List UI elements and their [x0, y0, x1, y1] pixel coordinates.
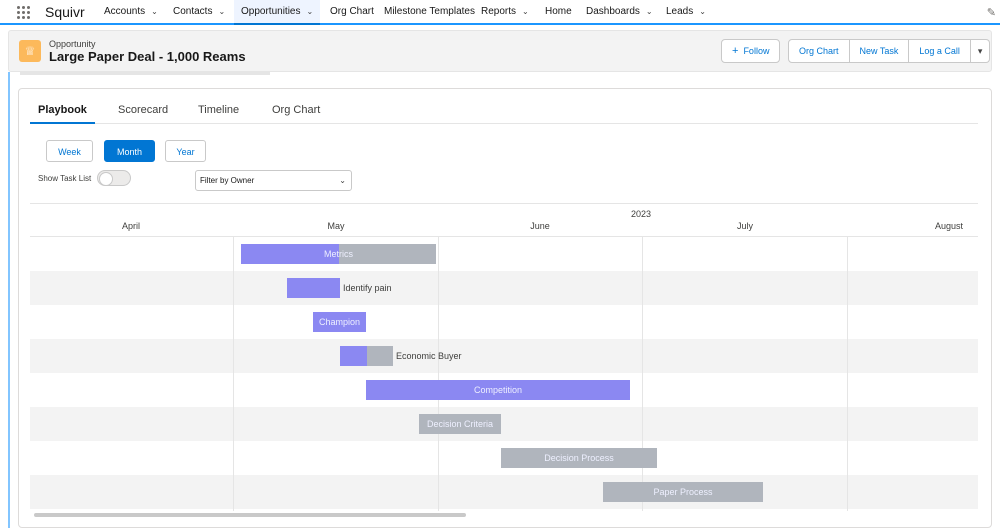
task-progress-fill [241, 244, 339, 264]
object-type-label: Opportunity [49, 39, 96, 49]
gantt-row [30, 237, 978, 271]
record-name: Large Paper Deal - 1,000 Reams [49, 49, 246, 64]
nav-item-label: Leads [666, 6, 694, 17]
month-gridline [438, 237, 439, 511]
nav-item-label: Opportunities [241, 6, 301, 17]
toggle-knob [99, 172, 113, 186]
month-label-april: April [121, 221, 141, 231]
task-label: Identify pain [343, 283, 392, 293]
app-launcher-icon[interactable] [16, 5, 30, 19]
task-progress-fill [287, 278, 340, 298]
nav-item-milestone-templates[interactable]: Milestone Templates [384, 0, 475, 23]
filter-by-owner-select[interactable]: Filter by Owner ⌄ [195, 170, 352, 191]
month-gridline [233, 237, 234, 511]
left-accent-rail [8, 72, 10, 528]
chevron-down-icon[interactable]: ⌄ [218, 7, 226, 16]
show-task-list-toggle[interactable] [97, 170, 131, 186]
view-year-button[interactable]: Year [165, 140, 206, 162]
gantt-row [30, 271, 978, 305]
year-label: 2023 [631, 209, 652, 219]
crown-icon: ♕ [19, 40, 41, 62]
task-bar-competition[interactable]: Competition [366, 380, 630, 400]
task-progress-fill [366, 380, 630, 400]
task-label: Decision Process [544, 453, 614, 463]
nav-item-reports[interactable]: Reports ⌄ [481, 0, 529, 23]
chevron-down-icon[interactable]: ⌄ [699, 7, 706, 16]
gantt-row [30, 475, 978, 509]
task-bar-identify-pain[interactable]: Identify pain [287, 278, 392, 298]
month-label-august: August [934, 221, 964, 231]
app-name: Squivr [45, 4, 85, 20]
nav-item-contacts[interactable]: Contacts ⌄ [173, 0, 225, 23]
chevron-down-icon[interactable]: ⌄ [645, 7, 653, 16]
gantt-row [30, 339, 978, 373]
nav-item-label: Contacts [173, 6, 213, 17]
task-label: Economic Buyer [396, 351, 462, 361]
global-nav-bar: Squivr Accounts ⌄ Contacts ⌄ Opportunities… [0, 0, 1000, 25]
nav-item-dashboards[interactable]: Dashboards ⌄ [586, 0, 653, 23]
gantt-row [30, 407, 978, 441]
task-label: Champion [318, 317, 361, 327]
scrolled-tab-strip [20, 72, 270, 75]
chevron-down-icon[interactable]: ⌄ [306, 7, 314, 16]
nav-item-label: Milestone Templates [384, 6, 475, 17]
edit-nav-pencil-icon[interactable]: ✎ [986, 7, 996, 19]
more-actions-dropdown[interactable]: ▾ [970, 39, 991, 63]
task-progress-fill [313, 312, 366, 332]
gantt-chart: 2023 April May June July August Metrics … [30, 203, 978, 511]
nav-item-org-chart[interactable]: Org Chart [330, 0, 374, 23]
plus-icon: + [732, 45, 739, 57]
gantt-row [30, 305, 978, 339]
gantt-top-border [30, 203, 978, 204]
chevron-down-icon[interactable]: ⌄ [151, 7, 158, 16]
month-label-july: July [736, 221, 754, 231]
month-gridline [642, 237, 643, 511]
nav-item-home[interactable]: Home [545, 0, 572, 23]
horizontal-scrollbar[interactable] [34, 513, 466, 517]
task-label: Paper Process [653, 487, 713, 497]
task-label: Decision Criteria [426, 419, 494, 429]
month-gridline [847, 237, 848, 511]
tab-bar-divider [30, 123, 978, 124]
month-label-june: June [530, 221, 550, 231]
tab-org-chart[interactable]: Org Chart [272, 104, 321, 116]
nav-item-label: Reports [481, 6, 517, 17]
new-task-button[interactable]: New Task [849, 39, 910, 63]
task-progress-fill [340, 346, 367, 366]
tab-scorecard[interactable]: Scorecard [118, 104, 169, 116]
follow-label: Follow [743, 46, 770, 56]
log-a-call-button[interactable]: Log a Call [909, 39, 971, 63]
task-label: Competition [473, 385, 523, 395]
month-label-may: May [327, 221, 345, 231]
caret-down-icon: ▾ [977, 46, 983, 56]
task-bar-decision-process[interactable]: Decision Process [501, 448, 657, 468]
chevron-down-icon[interactable]: ⌄ [522, 7, 529, 16]
show-task-list-label: Show Task List [38, 174, 92, 183]
filter-value: Filter by Owner [200, 176, 255, 185]
nav-item-label: Org Chart [330, 6, 374, 17]
task-label: Metrics [324, 249, 353, 259]
nav-item-label: Home [545, 6, 572, 17]
nav-item-leads[interactable]: Leads ⌄ [666, 0, 706, 23]
nav-item-accounts[interactable]: Accounts ⌄ [104, 0, 158, 23]
tab-timeline[interactable]: Timeline [198, 104, 240, 116]
chevron-down-icon: ⌄ [339, 176, 346, 185]
task-bar-paper-process[interactable]: Paper Process [603, 482, 763, 502]
task-bar-metrics[interactable]: Metrics [241, 244, 436, 264]
tab-playbook[interactable]: Playbook [38, 104, 87, 116]
task-bar-champion[interactable]: Champion [313, 312, 366, 332]
nav-item-opportunities[interactable]: Opportunities ⌄ [234, 0, 321, 25]
view-week-button[interactable]: Week [46, 140, 93, 162]
active-tab-indicator [30, 122, 95, 124]
task-bar-economic-buyer[interactable]: Economic Buyer [340, 346, 462, 366]
nav-item-label: Accounts [104, 6, 146, 17]
view-month-button[interactable]: Month [104, 140, 155, 162]
org-chart-button[interactable]: Org Chart [788, 39, 850, 63]
follow-button[interactable]: + Follow [721, 39, 781, 63]
nav-item-label: Dashboards [586, 6, 640, 17]
task-bar-decision-criteria[interactable]: Decision Criteria [419, 414, 501, 434]
record-header: ♕ Opportunity Large Paper Deal - 1,000 R… [8, 30, 992, 72]
gantt-header-divider [30, 236, 978, 237]
